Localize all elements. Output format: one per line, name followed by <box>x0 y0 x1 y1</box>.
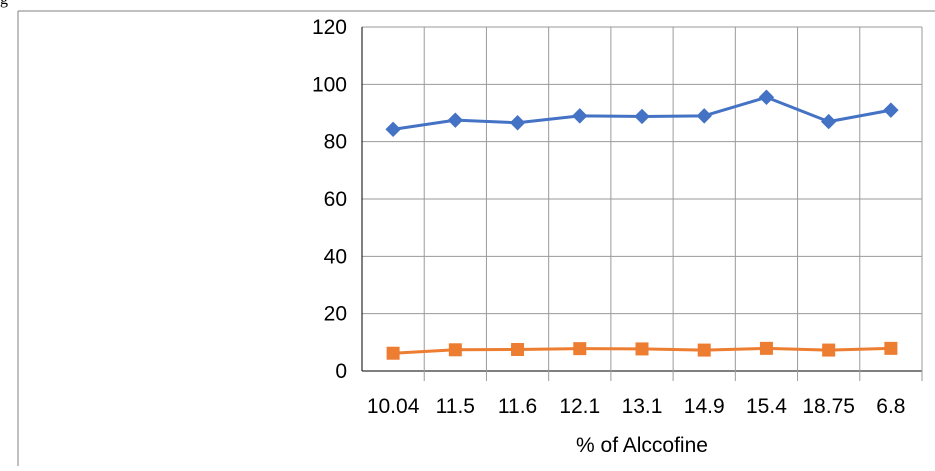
series-2-point <box>573 342 587 356</box>
series-2-point <box>822 343 836 357</box>
x-tick-label: 6.8 <box>876 395 905 418</box>
series-2-point <box>386 346 400 360</box>
series-1-point <box>820 113 837 130</box>
y-tick-label: 20 <box>324 303 347 326</box>
x-tick-label: 12.1 <box>559 395 600 418</box>
series-2-point <box>759 341 773 355</box>
series-1-point <box>509 115 526 131</box>
series-2-point <box>448 343 462 357</box>
x-tick-label: 13.1 <box>622 395 663 418</box>
chart-frame <box>17 10 935 466</box>
series-1-point <box>696 108 712 124</box>
series-group <box>385 89 899 360</box>
series-2-point <box>884 341 898 355</box>
corner-label: g <box>0 0 8 9</box>
series-1-point <box>572 108 588 124</box>
series-1-point <box>883 102 899 118</box>
x-tick-label: 18.75 <box>802 395 855 418</box>
grid <box>361 26 923 381</box>
y-tick-label: 80 <box>324 131 347 154</box>
x-tick-labels: 10.04 11.5 11.6 12.1 13.1 14.9 15.4 18.75 6.8 <box>367 395 906 418</box>
x-tick-label: 11.6 <box>498 395 537 418</box>
y-tick-label: 60 <box>324 188 347 211</box>
series-1-point <box>758 89 775 105</box>
x-tick-label: 14.9 <box>684 395 725 418</box>
y-tick-label: 120 <box>312 16 347 39</box>
series-1-point <box>385 121 401 138</box>
y-tick-labels: 0 20 40 60 80 100 120 <box>312 16 347 383</box>
series-1-point <box>634 108 650 125</box>
series-2-point <box>635 342 649 356</box>
y-tick-label: 0 <box>335 360 347 383</box>
x-tick-label: 11.5 <box>436 395 475 418</box>
series-2-point <box>511 343 525 356</box>
x-tick-label: 10.04 <box>367 395 420 418</box>
y-tick-label: 100 <box>312 73 347 96</box>
y-tick-label: 40 <box>324 245 347 268</box>
series-2-point <box>697 343 711 357</box>
x-tick-label: 15.4 <box>746 395 787 418</box>
series-1-point <box>447 112 464 128</box>
x-axis-label: % of Alccofine <box>576 434 708 457</box>
